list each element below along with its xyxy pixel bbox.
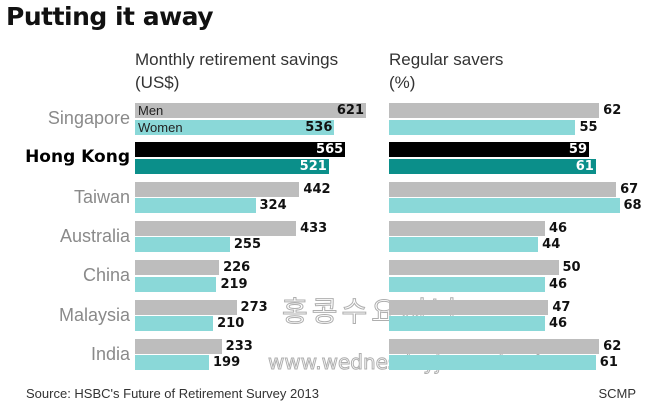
data-label: 61 [575, 158, 594, 174]
data-label: 521 [299, 158, 327, 174]
category-label: Hong Kong [25, 147, 130, 168]
data-label: 536 [305, 119, 333, 135]
panel-title-savings: Monthly retirement savings (US$) [135, 48, 338, 94]
bar-women [135, 237, 230, 253]
bar-men [135, 338, 222, 354]
credit: SCMP [598, 386, 636, 401]
legend-women: Women [138, 119, 183, 135]
data-label: 273 [240, 299, 268, 315]
bar-men [135, 103, 366, 118]
bar-women [135, 316, 214, 331]
panel-title-savers: Regular savers (%) [389, 48, 503, 94]
bar-men [389, 181, 617, 197]
data-label: 255 [233, 237, 261, 253]
category-label: India [90, 343, 130, 364]
category-label: Taiwan [73, 186, 130, 207]
bar-men [389, 103, 600, 118]
bar-men [135, 181, 300, 197]
bar-men [389, 220, 545, 236]
category-label: Singapore [47, 108, 130, 128]
bar-women [135, 158, 329, 174]
data-label: 46 [548, 316, 568, 331]
data-label: 621 [336, 103, 364, 118]
data-label: 47 [552, 299, 571, 315]
data-label: 61 [599, 355, 618, 371]
data-label: 46 [548, 220, 568, 236]
bar-women [389, 158, 596, 174]
data-label: 62 [603, 338, 622, 354]
data-label: 219 [220, 276, 248, 292]
data-label: 46 [548, 276, 568, 292]
bar-women [389, 355, 596, 371]
data-label: 442 [303, 181, 331, 197]
chart-title: Putting it away [6, 2, 214, 31]
bar-men [135, 142, 346, 158]
data-label: 59 [568, 142, 587, 158]
bar-men [389, 142, 589, 158]
bar-women [389, 119, 576, 135]
category-label: China [82, 265, 130, 286]
data-label: 233 [225, 338, 253, 354]
data-label: 433 [300, 220, 328, 236]
bar-men [389, 338, 600, 354]
data-label: 44 [542, 237, 561, 253]
data-label: 68 [623, 198, 642, 214]
bar-women [389, 198, 620, 214]
bar-women [135, 198, 256, 214]
bar-women [135, 355, 210, 371]
category-label: Australia [59, 225, 130, 246]
panel-title-line: Monthly retirement savings [135, 50, 339, 69]
panel-title-unit: (%) [389, 73, 416, 92]
data-label: 226 [223, 260, 251, 276]
bar-men [389, 299, 549, 315]
data-label: 199 [213, 355, 241, 371]
legend-men: Men [138, 103, 164, 118]
bar-women [135, 276, 217, 292]
panel-title-line: Regular savers [389, 50, 504, 69]
data-label: 50 [562, 260, 581, 276]
panel-title-unit: (US$) [135, 73, 180, 92]
bar-men [135, 260, 220, 276]
bar-men [135, 299, 237, 315]
bar-women [135, 119, 335, 135]
bar-men [135, 220, 297, 236]
bar-women [389, 237, 539, 253]
bar-women [389, 276, 545, 292]
data-label: 210 [217, 316, 245, 331]
category-label: Malaysia [58, 304, 130, 325]
data-label: 565 [316, 142, 344, 158]
bar-women [389, 316, 545, 331]
data-label: 67 [620, 181, 639, 197]
source-note: Source: HSBC's Future of Retirement Surv… [26, 386, 319, 401]
data-label: 62 [603, 103, 622, 118]
bar-men [389, 260, 559, 276]
data-label: 324 [259, 198, 287, 214]
data-label: 55 [579, 119, 598, 135]
